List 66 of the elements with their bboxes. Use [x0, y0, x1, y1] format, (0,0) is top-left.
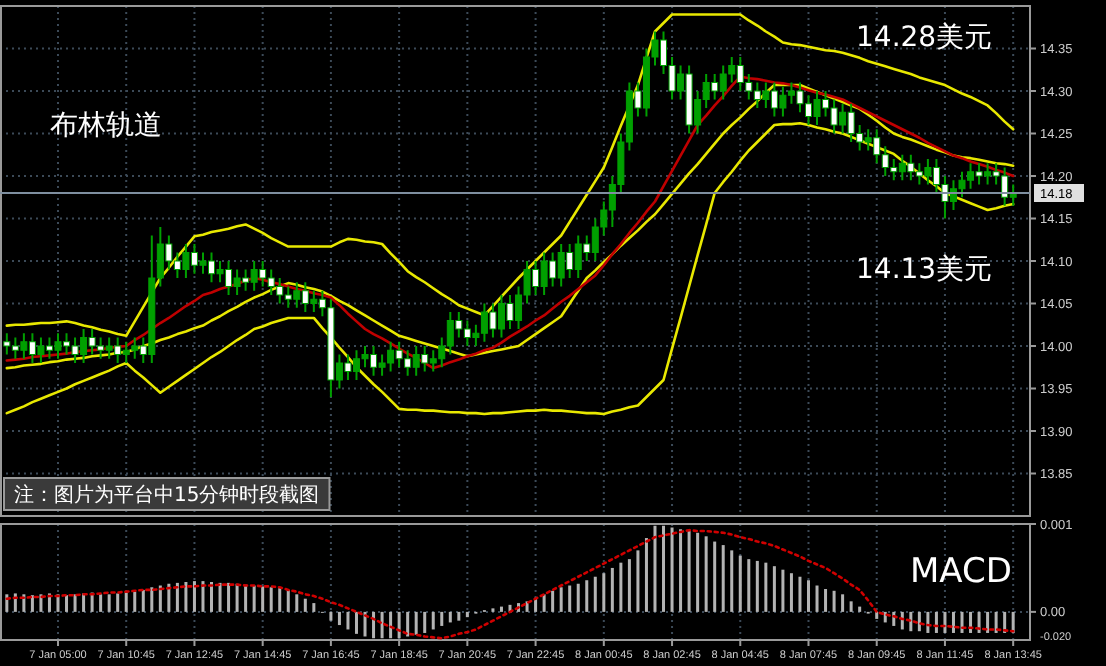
candlestick [88, 328, 96, 356]
candlestick [958, 170, 966, 199]
candlestick [378, 353, 386, 377]
candlestick [446, 311, 454, 356]
candlestick [199, 251, 207, 275]
candlestick [728, 56, 736, 84]
candlestick [412, 345, 420, 377]
candlestick [71, 336, 79, 364]
candlestick [54, 332, 62, 360]
line-series [5, 13, 1015, 338]
candlestick [813, 90, 821, 126]
candlestick [779, 85, 787, 118]
candlestick [131, 336, 139, 360]
candlestick [310, 289, 318, 313]
candlestick [182, 243, 190, 279]
candlestick [907, 153, 915, 182]
candlestick [284, 285, 292, 309]
candlestick [3, 332, 11, 356]
candlestick [344, 353, 352, 381]
candlestick [898, 153, 906, 182]
candlestick [395, 340, 403, 369]
candlestick [847, 102, 855, 143]
annotation: 14.13美元 [856, 254, 993, 286]
candlestick [941, 175, 949, 220]
candlestick [276, 277, 284, 305]
candlestick [216, 260, 224, 284]
candlestick [20, 332, 28, 360]
candlestick [489, 302, 497, 339]
annotation: 14.28美元 [856, 22, 993, 54]
candlestick [37, 336, 45, 364]
candlestick [591, 217, 599, 262]
candlestick [711, 73, 719, 101]
candlestick [105, 336, 113, 360]
text: MACD [910, 552, 1012, 592]
candlestick [250, 260, 258, 292]
candlestick [429, 349, 437, 373]
candlestick [455, 311, 463, 339]
candlestick [301, 281, 309, 313]
candlestick [566, 243, 574, 279]
candlestick [736, 56, 744, 92]
candlestick [574, 234, 582, 279]
candlestick [293, 281, 301, 309]
annotation: 布林轨道 [50, 110, 162, 142]
candlestick [165, 234, 173, 271]
candlestick [975, 162, 983, 186]
candlestick [864, 128, 872, 152]
line-series [5, 528, 1015, 640]
candlestick [267, 268, 275, 296]
candlestick [873, 128, 881, 165]
candlestick [719, 64, 727, 101]
annotation: 注：图片为平台中15分钟时段截图 [14, 483, 320, 507]
candlestick [233, 268, 241, 296]
candlestick [540, 251, 548, 296]
candlestick [557, 243, 565, 288]
candlestick [361, 345, 369, 369]
candlestick [583, 234, 591, 262]
candlestick [890, 158, 898, 182]
candlestick [421, 345, 429, 373]
candlestick [924, 158, 932, 186]
candlestick [122, 340, 130, 364]
candlestick [762, 81, 770, 109]
candlestick [830, 98, 838, 135]
candlestick [881, 145, 889, 177]
candlestick [506, 294, 514, 330]
candlestick [114, 336, 122, 364]
candlestick [745, 73, 753, 101]
